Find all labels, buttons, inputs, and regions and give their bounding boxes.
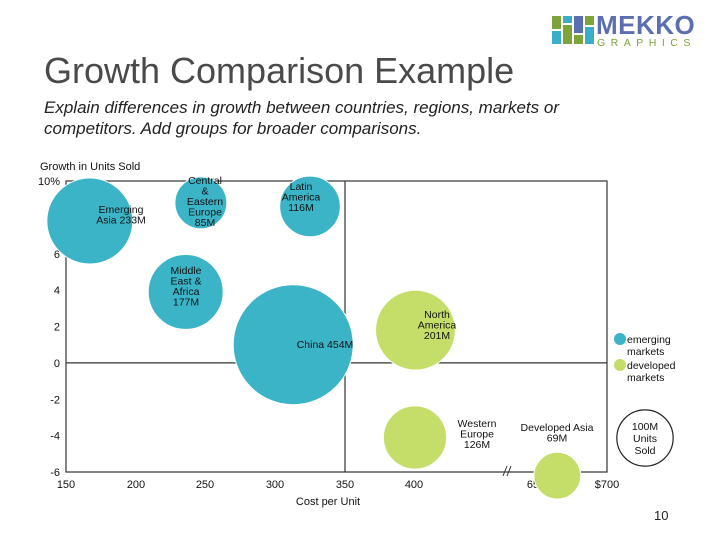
x-tick-label: 250 bbox=[196, 479, 214, 491]
bubble-label: Developed Asia bbox=[521, 422, 594, 434]
bubble bbox=[382, 405, 448, 470]
bubble-label: China 454M bbox=[297, 339, 354, 351]
bubble bbox=[46, 177, 134, 265]
bubble-label: 177M bbox=[173, 297, 199, 309]
legend-label: markets bbox=[627, 372, 664, 384]
bubble-label: 116M bbox=[288, 202, 314, 214]
logo-mark-icon bbox=[552, 16, 594, 44]
y-tick-label: 4 bbox=[54, 285, 60, 297]
bubble-label: Asia 233M bbox=[96, 215, 146, 227]
legend-label: developed bbox=[627, 360, 676, 372]
bubble-label: 69M bbox=[547, 433, 567, 445]
bubble-label: & bbox=[201, 186, 208, 198]
bubble bbox=[147, 253, 224, 330]
bubble-label: Europe bbox=[460, 429, 494, 441]
bubble-label: Western bbox=[458, 418, 497, 430]
bubble-label: Latin bbox=[290, 181, 313, 193]
mekko-logo: MEKKO GRAPHICS bbox=[552, 10, 704, 49]
bubble bbox=[232, 284, 354, 406]
logo-wordmark: MEKKO bbox=[596, 10, 696, 40]
size-key-label: 100M bbox=[632, 421, 658, 433]
page-number: 10 bbox=[654, 508, 669, 523]
bubble-label: 126M bbox=[464, 439, 490, 451]
y-tick-label: 2 bbox=[54, 322, 60, 334]
bubble-label: Europe bbox=[188, 207, 222, 219]
x-tick-label: 150 bbox=[57, 479, 75, 491]
size-key-circle bbox=[616, 409, 674, 467]
bubble-label: East & bbox=[171, 276, 202, 288]
x-tick-label: 400 bbox=[405, 479, 423, 491]
x-tick-label: $700 bbox=[595, 479, 619, 491]
bubble-label: Central bbox=[188, 175, 222, 187]
page-title: Growth Comparison Example bbox=[44, 50, 515, 91]
bubble-label: America bbox=[418, 320, 457, 332]
size-key-label: Sold bbox=[634, 445, 655, 457]
bubble-label: Middle bbox=[171, 265, 202, 277]
logo-subtitle: GRAPHICS bbox=[597, 37, 696, 49]
y-axis-title: Growth in Units Sold bbox=[40, 161, 140, 173]
bubble-label: Africa bbox=[173, 286, 200, 298]
bubble-label: 85M bbox=[195, 217, 215, 229]
bubble bbox=[279, 175, 341, 238]
bubble-label: Emerging bbox=[99, 204, 144, 216]
legend-label: markets bbox=[627, 346, 664, 358]
bubble-label: 201M bbox=[424, 330, 450, 342]
bubble bbox=[174, 176, 228, 230]
legend-marker-emerging bbox=[614, 333, 626, 345]
y-tick-label: -4 bbox=[50, 431, 60, 443]
y-tick-label: 10% bbox=[38, 176, 60, 188]
bubble bbox=[375, 289, 456, 371]
legend-marker-developed bbox=[614, 359, 626, 371]
bubble-label: Eastern bbox=[187, 196, 223, 208]
y-tick-label: 6 bbox=[54, 249, 60, 261]
page-subtitle: Explain differences in growth between co… bbox=[44, 98, 559, 138]
x-tick-label: 350 bbox=[336, 479, 354, 491]
bubble bbox=[533, 451, 582, 500]
y-tick-label: -6 bbox=[50, 467, 60, 479]
legend-label: emerging bbox=[627, 334, 671, 346]
axis-break-marker bbox=[502, 465, 512, 477]
x-tick-label: 300 bbox=[266, 479, 284, 491]
bubble-label: America bbox=[282, 192, 321, 204]
plot-frame bbox=[65, 180, 608, 473]
y-tick-label: 0 bbox=[54, 358, 60, 370]
bubble-label: North bbox=[424, 309, 450, 321]
size-key-label: Units bbox=[633, 433, 657, 445]
y-tick-label: -2 bbox=[50, 394, 60, 406]
x-axis-title: Cost per Unit bbox=[296, 496, 360, 508]
x-tick-label: 200 bbox=[127, 479, 145, 491]
